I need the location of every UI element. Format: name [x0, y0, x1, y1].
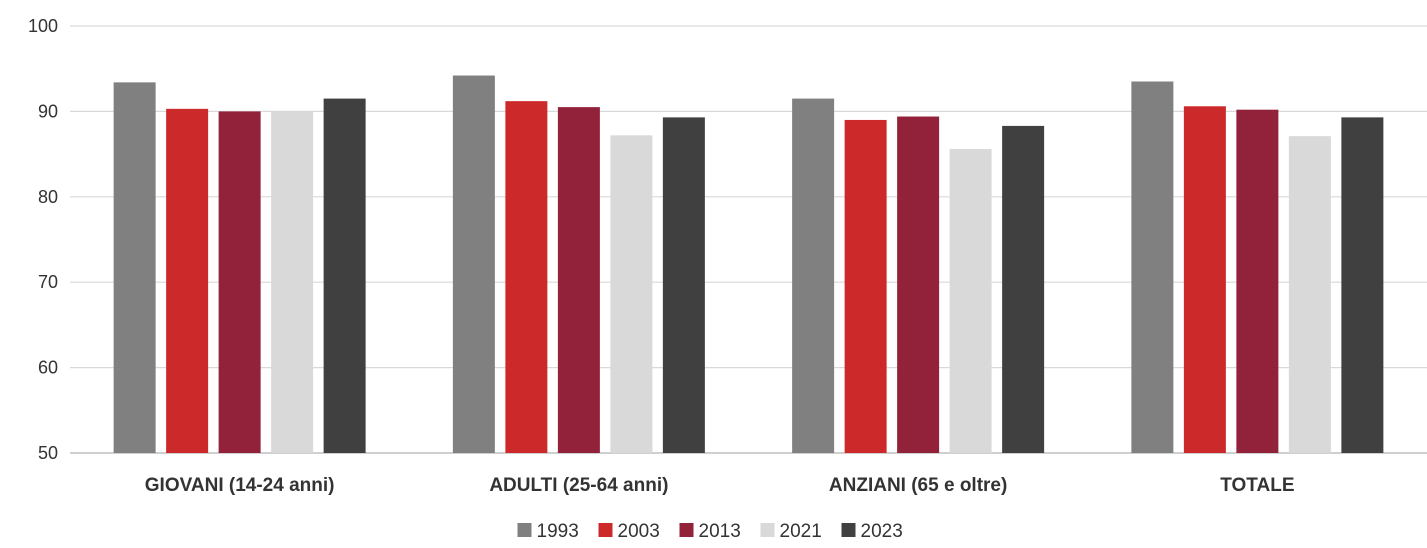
category-label: ANZIANI (65 e oltre) — [829, 475, 1007, 496]
bar-2003-2 — [844, 119, 887, 453]
y-tick-label: 70 — [38, 272, 58, 292]
bar-2023-1 — [662, 117, 705, 454]
bar-2003-3 — [1183, 106, 1226, 453]
category-label: GIOVANI (14-24 anni) — [145, 475, 335, 496]
legend-swatch-2023 — [841, 523, 856, 537]
bar-2013-3 — [1236, 109, 1279, 453]
y-tick-label: 50 — [38, 443, 58, 463]
legend-swatch-2013 — [679, 523, 694, 537]
bar-1993-2 — [792, 98, 835, 453]
bar-2023-2 — [1002, 125, 1045, 453]
legend-label: 2021 — [780, 521, 822, 542]
bar-2021-3 — [1288, 136, 1331, 453]
bar-2023-0 — [323, 98, 366, 453]
legend-swatch-2003 — [598, 523, 613, 537]
bar-2013-2 — [897, 116, 940, 454]
y-axis-ticks: 50 60 70 80 90 100 — [28, 16, 58, 463]
y-tick-label: 90 — [38, 101, 58, 121]
legend-label: 2003 — [618, 521, 660, 542]
bar-2021-1 — [610, 135, 653, 453]
x-axis-categories: GIOVANI (14-24 anni) ADULTI (25-64 anni) A… — [145, 475, 1295, 496]
bar-2023-3 — [1341, 117, 1384, 454]
bar-2003-0 — [166, 108, 209, 453]
y-tick-label: 60 — [38, 358, 58, 378]
legend-label: 2023 — [861, 521, 903, 542]
bar-2013-0 — [218, 111, 261, 454]
bar-2021-2 — [949, 148, 992, 453]
y-tick-label: 100 — [28, 16, 58, 36]
bar-2021-0 — [271, 111, 314, 454]
legend: 1993 2003 2013 2021 2023 — [517, 521, 903, 542]
category-label: ADULTI (25-64 anni) — [489, 475, 668, 496]
bar-2003-1 — [505, 101, 548, 453]
y-tick-label: 80 — [38, 187, 58, 207]
legend-label: 1993 — [537, 521, 579, 542]
legend-swatch-1993 — [517, 523, 532, 537]
bars — [113, 75, 1384, 454]
bar-1993-1 — [452, 75, 495, 454]
legend-swatch-2021 — [760, 523, 775, 537]
bar-1993-0 — [113, 82, 156, 453]
legend-label: 2013 — [699, 521, 741, 542]
bar-2013-1 — [557, 107, 600, 453]
category-label: TOTALE — [1220, 475, 1294, 496]
bar-1993-3 — [1131, 81, 1174, 453]
